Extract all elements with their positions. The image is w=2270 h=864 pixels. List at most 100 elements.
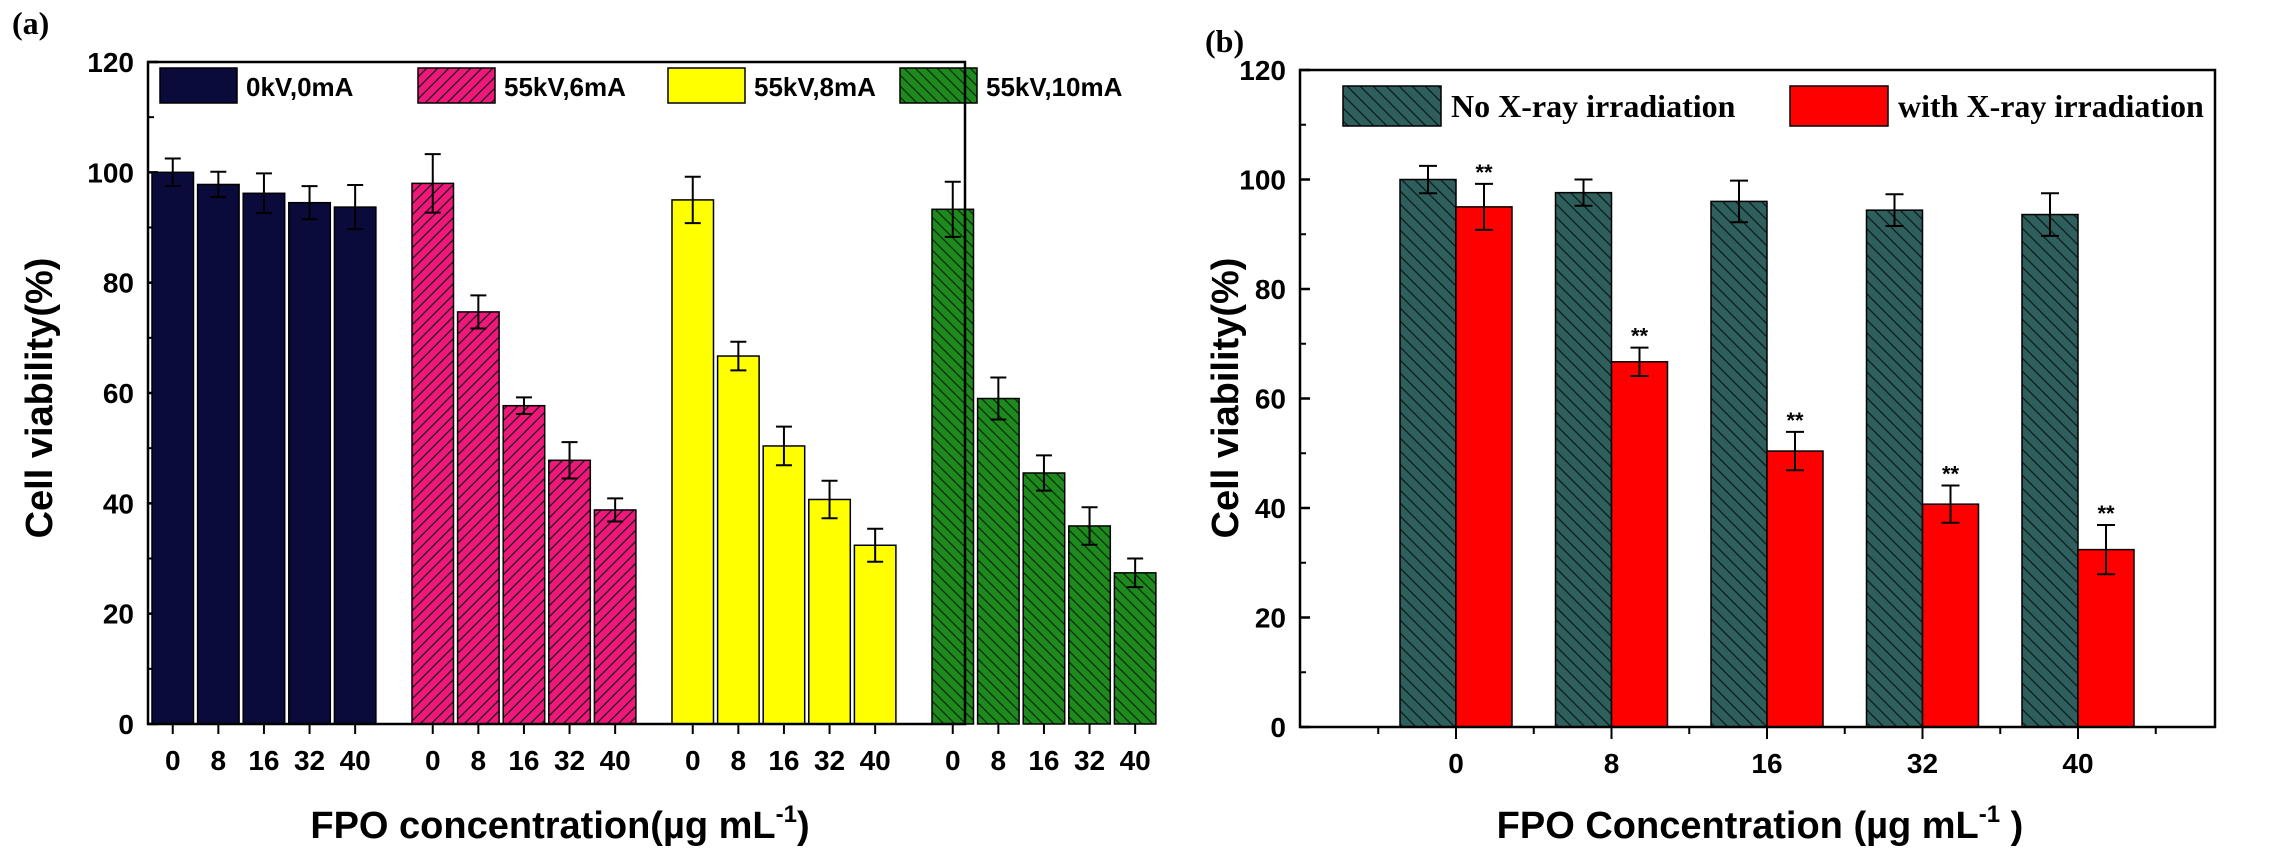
panel-a-bar [151,171,195,725]
panel-b-bar [1610,361,1669,728]
panel-b-x-axis-title: FPO Concentration (µg mL-1 ) [1497,801,2024,847]
panel-b-bar [1399,178,1457,728]
panel-b-legend-swatch [1789,85,1889,127]
panel-a-bar [976,397,1020,725]
panel-a-plot-frame [146,60,967,726]
panel-a-bar [931,208,975,725]
panel-b-x-tick-label: 0 [1448,748,1464,779]
panel-a-bars [151,153,1157,725]
panel-a-x-tick-label: 8 [471,745,487,776]
panel-a-bar [762,445,806,725]
panel-b: (b) ** ** ** ** ** No X-ray irradiation with … [1205,23,2217,847]
panel-b-x-tick-label: 40 [2062,748,2093,779]
panel-a-x-tick-label: 16 [248,745,279,776]
panel-a-x-tick-label: 16 [1028,745,1059,776]
panel-a-legend-label: 55kV,10mA [986,72,1123,102]
panel-a-x-tick-label: 0 [685,745,701,776]
panel-b-bar [1455,206,1513,728]
panel-b-significance-marker: ** [1631,324,1649,349]
panel-a-x-tick-label: 8 [991,745,1007,776]
panel-a-x-axis-title-suffix: ) [797,805,810,847]
panel-b-bar [1921,503,1980,728]
panel-b-x-tick-labels: 0 8 16 32 40 [1448,748,2093,779]
panel-a-y-tick-label: 0 [118,709,134,740]
panel-a-legend: 0kV,0mA 55kV,6mA 55kV,8mA 55kV,10mA [159,67,1123,104]
panel-a-x-tick-label: 0 [425,745,441,776]
panel-a-x-tick-label: 32 [294,745,325,776]
panel-a-bar [548,459,592,725]
panel-b-legend: No X-ray irradiation with X-ray irradiati… [1342,85,2204,127]
panel-a-legend-swatch [667,67,746,104]
panel-b-x-tick-label: 32 [1907,748,1938,779]
panel-b-bars: ** ** ** ** ** [1399,160,2135,728]
panel-a-bar [242,192,286,725]
panel-b-bar [2021,213,2079,728]
panel-a-x-tick-label: 16 [508,745,539,776]
panel-b-y-tick-label: 20 [1255,603,1286,634]
panel-a-x-tick-label: 16 [768,745,799,776]
panel-b-legend-label: with X-ray irradiation [1898,88,2204,124]
panel-b-bar [1554,191,1613,728]
panel-a-x-axis-title-superscript: -1 [776,801,797,828]
panel-b-x-axis-title-suffix: ) [2000,805,2023,847]
panel-a-x-axis-title: FPO concentration(µg mL-1) [310,801,809,847]
panel-a-x-tick-label: 32 [554,745,585,776]
panel-b-significance-marker: ** [1475,160,1493,185]
panel-b-x-axis-title-superscript: -1 [1979,801,2000,828]
panel-b-y-tick-label: 60 [1255,384,1286,415]
panel-a-x-tick-label: 40 [600,745,631,776]
panel-a-bar [593,509,637,725]
panel-a-bar [716,355,760,725]
panel-b-plot-frame [1298,68,2217,729]
panel-a-bar [808,498,852,725]
panel-b-x-tick-label: 8 [1604,748,1620,779]
panel-b-bar [2077,548,2135,728]
panel-a-bar [671,199,715,725]
panel-a-legend-label: 55kV,8mA [754,72,876,102]
panel-b-x-axis-title-main: FPO Concentration (µg mL [1497,805,1979,847]
panel-b-y-tick-label: 80 [1255,274,1286,305]
panel-a-x-tick-label: 8 [731,745,747,776]
panel-b-significance-marker: ** [2097,501,2115,526]
panel-a-y-tick-label: 60 [103,378,134,409]
panel-a-legend-label: 55kV,6mA [504,72,626,102]
panel-b-x-tick-label: 16 [1751,748,1782,779]
panel-a-bar [502,404,546,725]
panel-b-y-tick-labels: 0 20 40 60 80 100 120 [1239,55,1286,743]
panel-a-x-tick-label: 32 [1074,745,1105,776]
panel-b-y-tick-label: 100 [1239,165,1286,196]
panel-a-y-tick-label: 120 [87,47,134,78]
panel-a-x-axis-title-main: FPO concentration(µg mL [310,805,775,847]
panel-a-bar [333,206,377,725]
panel-a-bar [456,311,500,725]
panel-a-y-tick-label: 20 [103,599,134,630]
panel-a-legend-swatch [417,67,496,104]
panel-a-y-tick-label: 40 [103,488,134,519]
panel-a-bar [196,183,240,725]
panel-a-y-tick-label: 80 [103,268,134,299]
panel-b-bar [1865,209,1924,728]
panel-a-x-tick-label: 8 [211,745,227,776]
panel-b-y-tick-label: 40 [1255,493,1286,524]
panel-b-bar [1766,450,1824,728]
panel-a-bar [1022,472,1066,725]
panel-b-y-axis-title: Cell viability(%) [1205,258,1247,539]
panel-a-x-tick-label: 0 [165,745,181,776]
panel-a-legend-label: 0kV,0mA [246,72,354,102]
panel-b-legend-swatch [1342,85,1442,127]
panel-b-legend-label: No X-ray irradiation [1451,88,1736,124]
panel-a-bar [853,544,897,725]
panel-a-bar [1068,525,1112,725]
panel-b-bar [1710,200,1768,728]
panel-a-y-tick-label: 100 [87,157,134,188]
panel-a-x-tick-label: 32 [814,745,845,776]
panel-a-bar [1113,572,1157,725]
panel-a-x-tick-label: 40 [340,745,371,776]
panel-a-legend-swatch [159,67,238,104]
panel-a-label: (a) [12,5,49,41]
panel-a-x-tick-labels: 0 8 16 32 40 0 8 16 32 40 0 8 16 32 40 0 8 16 32 40 [165,745,1151,776]
panel-a-x-tick-label: 0 [945,745,961,776]
panel-a-x-tick-label: 40 [1120,745,1151,776]
